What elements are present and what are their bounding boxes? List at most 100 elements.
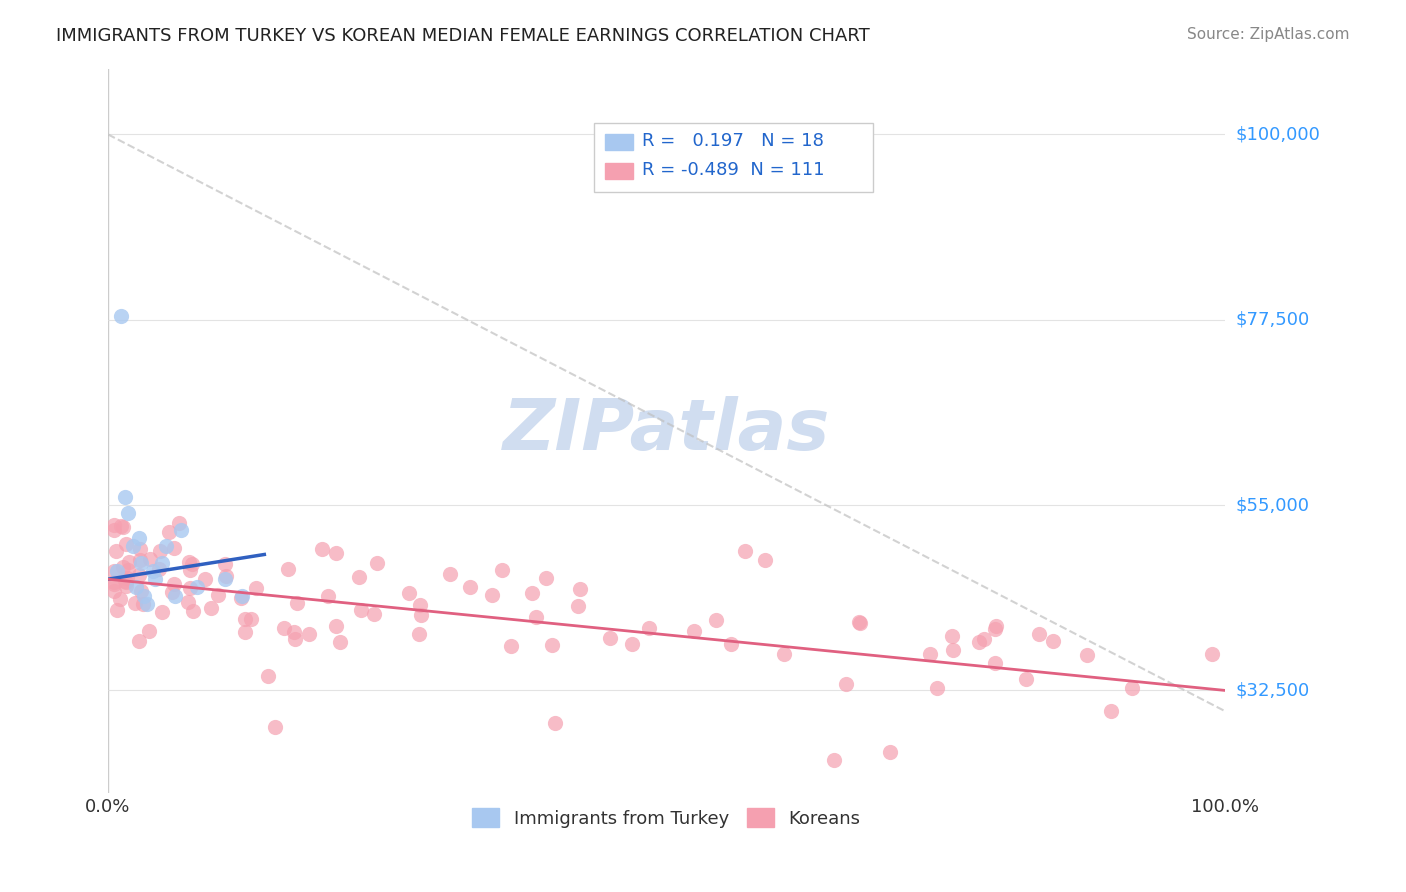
Point <box>277 562 299 576</box>
Point <box>240 611 263 625</box>
Point <box>115 537 138 551</box>
Point <box>150 556 173 570</box>
Point <box>103 518 125 533</box>
Point <box>117 571 139 585</box>
Point <box>398 586 420 600</box>
Point <box>621 637 644 651</box>
Text: R = -0.489  N = 111: R = -0.489 N = 111 <box>641 161 824 179</box>
Point <box>131 583 153 598</box>
FancyBboxPatch shape <box>605 162 633 178</box>
Point <box>155 539 177 553</box>
Point <box>128 531 150 545</box>
Point <box>214 572 236 586</box>
Point <box>233 625 256 640</box>
Point <box>179 555 201 569</box>
Point <box>132 589 155 603</box>
Point <box>131 556 153 570</box>
Point <box>142 564 165 578</box>
Point <box>683 624 706 638</box>
Point <box>186 581 208 595</box>
Point <box>316 590 339 604</box>
Point <box>103 583 125 598</box>
Point <box>325 545 347 559</box>
Point <box>408 627 430 641</box>
Point <box>264 721 287 735</box>
Point <box>110 309 132 323</box>
Point <box>325 619 347 633</box>
Point <box>115 579 138 593</box>
Text: R =   0.197   N = 18: R = 0.197 N = 18 <box>641 132 824 150</box>
Point <box>117 506 139 520</box>
Point <box>439 567 461 582</box>
Point <box>162 541 184 555</box>
Point <box>149 544 172 558</box>
Point <box>139 552 162 566</box>
Point <box>162 585 184 599</box>
Point <box>983 622 1005 636</box>
Point <box>231 589 253 603</box>
Point <box>103 565 125 579</box>
Point <box>128 568 150 582</box>
Point <box>984 619 1007 633</box>
Point <box>704 614 727 628</box>
Point <box>150 605 173 619</box>
Point <box>129 552 152 566</box>
Point <box>103 523 125 537</box>
Point <box>112 520 135 534</box>
FancyBboxPatch shape <box>605 134 633 150</box>
Point <box>169 523 191 537</box>
Point <box>179 563 201 577</box>
Point <box>148 562 170 576</box>
Point <box>568 582 591 596</box>
Point <box>108 591 131 606</box>
Point <box>1076 648 1098 662</box>
Point <box>177 594 200 608</box>
Point <box>245 581 267 595</box>
Point <box>925 681 948 695</box>
Point <box>536 571 558 585</box>
Point <box>163 589 186 603</box>
Point <box>105 544 128 558</box>
Point <box>734 544 756 558</box>
Point <box>273 621 295 635</box>
Point <box>638 621 661 635</box>
Point <box>103 574 125 589</box>
Point <box>284 632 307 646</box>
Text: $55,000: $55,000 <box>1236 496 1310 514</box>
Point <box>541 638 564 652</box>
Point <box>350 602 373 616</box>
Point <box>567 599 589 613</box>
Point <box>458 580 481 594</box>
Point <box>214 568 236 582</box>
Point <box>311 541 333 556</box>
Point <box>124 596 146 610</box>
Point <box>105 564 128 578</box>
Point <box>298 626 321 640</box>
FancyBboxPatch shape <box>593 123 873 192</box>
Point <box>285 596 308 610</box>
Text: $32,500: $32,500 <box>1236 681 1310 699</box>
Point <box>181 604 204 618</box>
Point <box>157 525 180 540</box>
Point <box>720 637 742 651</box>
Point <box>941 630 963 644</box>
Point <box>599 632 621 646</box>
Point <box>973 632 995 646</box>
Point <box>499 639 522 653</box>
Point <box>920 648 942 662</box>
Point <box>283 624 305 639</box>
Point <box>114 574 136 589</box>
Point <box>121 539 143 553</box>
Point <box>138 624 160 638</box>
Point <box>256 669 278 683</box>
Legend: Immigrants from Turkey, Koreans: Immigrants from Turkey, Koreans <box>465 801 868 835</box>
Point <box>849 616 872 631</box>
Point <box>481 588 503 602</box>
Point <box>1042 634 1064 648</box>
Point <box>409 608 432 623</box>
Point <box>143 572 166 586</box>
Point <box>363 607 385 622</box>
Point <box>347 570 370 584</box>
Point <box>409 598 432 612</box>
Point <box>112 559 135 574</box>
